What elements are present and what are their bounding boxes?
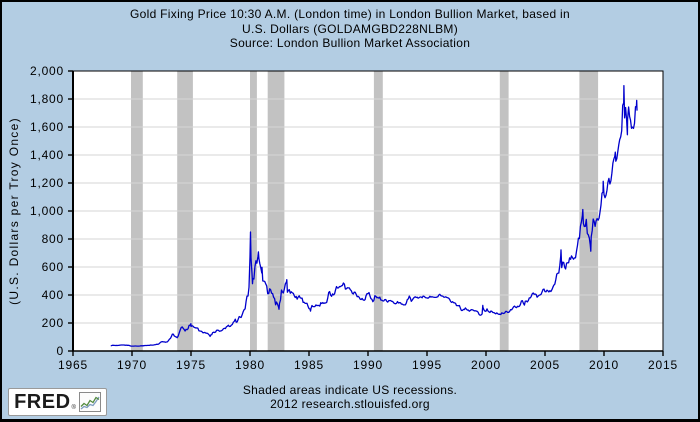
chart-title-line3: Source: London Bullion Market Associatio…: [229, 36, 471, 50]
fred-logo-text: FRED: [14, 391, 71, 413]
fred-logo-sparkline-icon: [78, 392, 101, 412]
gold-price-line: [110, 85, 638, 347]
chart-title-line1: Gold Fixing Price 10:30 A.M. (London tim…: [130, 7, 570, 21]
x-tick-label: 2000: [471, 358, 501, 372]
source-credit: 2012 research.stlouisfed.org: [270, 397, 430, 411]
x-tick-label: 1980: [235, 358, 265, 372]
x-tick-label: 1985: [294, 358, 324, 372]
y-tick-label: 600: [42, 260, 64, 274]
x-tick-label: 2010: [589, 358, 619, 372]
y-tick-label: 800: [42, 232, 64, 246]
chart-title: Gold Fixing Price 10:30 A.M. (London tim…: [0, 7, 700, 51]
fred-logo-registered-mark: ®: [71, 405, 76, 411]
y-tick-label: 2,000: [30, 64, 64, 78]
y-tick-label: 1,200: [30, 176, 64, 190]
y-tick-label: 1,400: [30, 148, 64, 162]
y-tick-label: 1,600: [30, 120, 64, 134]
y-tick-label: 1,800: [30, 92, 64, 106]
y-tick-label: 1,000: [30, 204, 64, 218]
fred-logo: FRED ®: [8, 388, 107, 416]
x-tick-label: 2005: [530, 358, 560, 372]
y-tick-label: 200: [42, 316, 64, 330]
x-tick-label: 2015: [648, 358, 678, 372]
recession-note: Shaded areas indicate US recessions.: [242, 383, 458, 397]
x-tick-label: 1990: [353, 358, 383, 372]
y-tick-label: 400: [42, 288, 64, 302]
x-tick-label: 1965: [58, 358, 88, 372]
chart-footer: Shaded areas indicate US recessions. 201…: [0, 383, 700, 411]
x-tick-label: 1970: [117, 358, 147, 372]
x-tick-label: 1995: [412, 358, 442, 372]
chart-title-line2: U.S. Dollars (GOLDAMGBD228NLBM): [241, 21, 458, 36]
x-tick-label: 1975: [176, 358, 206, 372]
y-tick-label: 0: [57, 344, 64, 358]
